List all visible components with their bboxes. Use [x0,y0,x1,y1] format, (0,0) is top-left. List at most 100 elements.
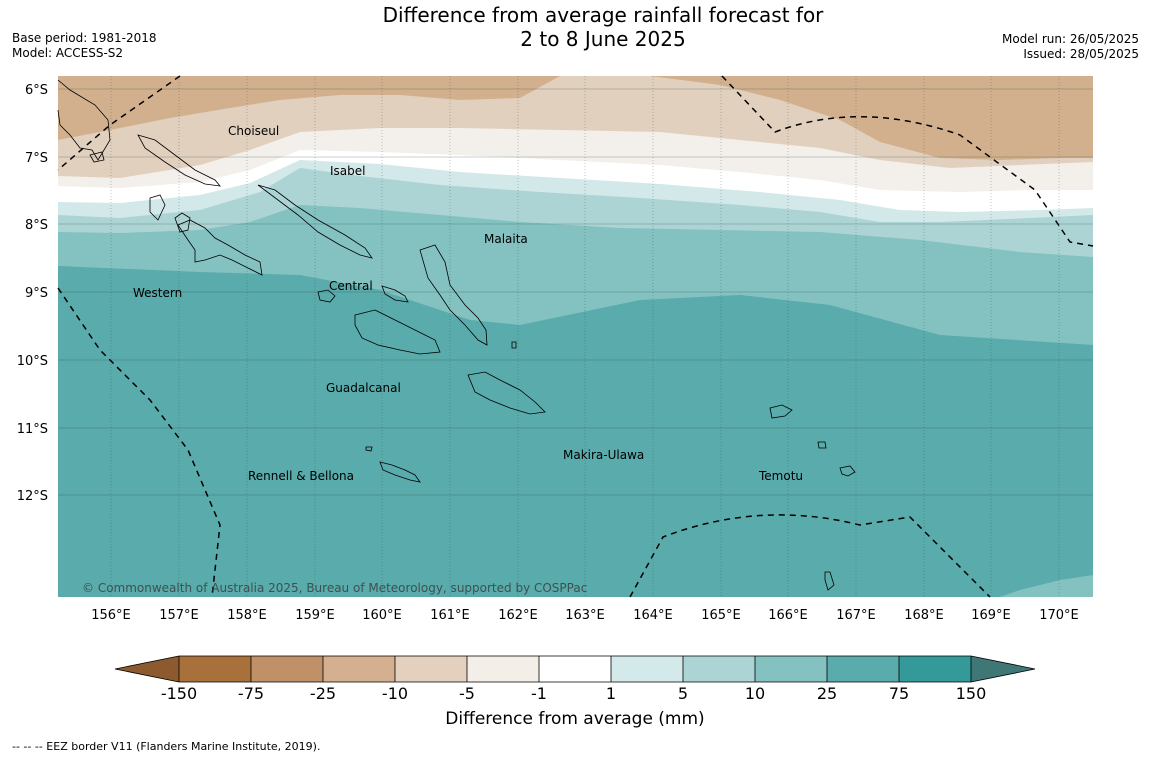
colorbar-label: 10 [745,684,765,700]
rainfall-map: Choiseul Isabel Malaita Western Central … [17,75,1094,700]
santa-cruz-coast [769,404,793,419]
colorbar-label: -1 [531,684,547,700]
malaita-coast [419,244,488,346]
lon-label-162e: 162°E [498,608,538,623]
isabel-coast [257,184,373,259]
lon-label-161e: 161°E [430,608,470,623]
band-dry-strong-east [58,76,1093,160]
title-line-1: Difference from average rainfall forecas… [382,3,824,27]
colorbar-segment-7 [611,656,683,682]
lat-label-12s: 12°S [17,489,48,504]
bougainville-coast [57,79,111,161]
colorbar-label: -25 [310,684,336,700]
colorbar-segment-9 [755,656,827,682]
colorbar-label: 25 [817,684,837,700]
eez-border-west [57,287,221,598]
region-labels: Choiseul Isabel Malaita Western Central … [133,124,803,483]
makira-coast [467,371,546,415]
small-island-ulawa [511,341,517,349]
colorbar: -150 -75 -25 -10 -5 -1 1 5 10 25 75 150 [114,655,1036,700]
colorbar-label: 75 [889,684,909,700]
title-line-2: 2 to 8 June 2025 [520,27,686,51]
lat-label-6s: 6°S [25,83,48,98]
utupua-coast [839,465,856,477]
lon-label-164e: 164°E [633,608,673,623]
colorbar-segment-3 [323,656,395,682]
run-info: Model run: 26/05/2025 Issued: 28/05/2025 [1002,32,1139,62]
colorbar-segment-1 [179,656,251,682]
colorbar-label: -150 [161,684,197,700]
colorbar-segment-4 [395,656,467,682]
map-field [58,76,1093,597]
small-island-east [824,571,835,591]
lon-label-156e: 156°E [91,608,131,623]
colorbar-segment-10 [827,656,899,682]
lat-label-9s: 9°S [25,286,48,301]
lon-label-167e: 167°E [836,608,876,623]
eez-border-north-east [721,75,1094,247]
lat-label-11s: 11°S [17,422,48,437]
lon-label-158e: 158°E [227,608,267,623]
colorbar-extend-low [115,656,179,682]
band-dry-strong-west [58,76,560,140]
colorbar-label: -10 [382,684,408,700]
issued-date: Issued: 28/05/2025 [1023,47,1139,61]
copyright-notice: © Commonwealth of Australia 2025, Bureau… [82,581,587,595]
lon-label-166e: 166°E [768,608,808,623]
small-island-north-1 [149,194,166,221]
colorbar-segment-11 [899,656,971,682]
colorbar-label: 150 [956,684,987,700]
region-label-isabel: Isabel [330,164,365,178]
coastlines [57,79,856,591]
central-islands-coast [317,289,336,303]
colorbar-title: Difference from average (mm) [445,709,705,729]
rennell-coast [379,461,421,483]
lon-label-170e: 170°E [1039,608,1079,623]
colorbar-label: 5 [678,684,688,700]
region-label-rennell-bellona: Rennell & Bellona [248,469,354,483]
kolombangara-coast [174,212,191,233]
lon-label-163e: 163°E [565,608,605,623]
region-label-choiseul: Choiseul [228,124,279,138]
region-label-temotu: Temotu [758,469,803,483]
region-label-guadalcanal: Guadalcanal [326,381,401,395]
region-label-malaita: Malaita [484,232,528,246]
longitude-labels: 156°E 157°E 158°E 159°E 160°E 161°E 162°… [91,608,1079,623]
russell-islands-coast [381,285,409,303]
model-info: Base period: 1981-2018 Model: ACCESS-S2 [12,31,157,61]
region-label-makira-ulawa: Makira-Ulawa [563,448,644,462]
lon-label-168e: 168°E [904,608,944,623]
guadalcanal-coast [354,309,441,355]
small-island-sw [365,446,373,452]
band-wet-high-se [1000,575,1093,597]
colorbar-label: -5 [459,684,475,700]
vanikoro-coast [817,441,827,449]
colorbar-segment-5 [467,656,539,682]
graticule [58,76,1093,597]
base-period: Base period: 1981-2018 [12,31,157,45]
colorbar-label: 1 [606,684,616,700]
latitude-labels: 6°S 7°S 8°S 9°S 10°S 11°S 12°S [17,83,48,504]
model-name: Model: ACCESS-S2 [12,46,124,60]
western-islands-coast [177,219,263,276]
model-run-date: Model run: 26/05/2025 [1001,32,1139,46]
lon-label-157e: 157°E [159,608,199,623]
map-title: Difference from average rainfall forecas… [300,3,906,51]
region-label-western: Western [133,286,182,300]
lat-label-7s: 7°S [25,151,48,166]
lon-label-165e: 165°E [701,608,741,623]
colorbar-segment-2 [251,656,323,682]
eez-border-south [629,514,991,598]
eez-footnote: -- -- -- EEZ border V11 (Flanders Marine… [12,740,321,753]
lat-label-8s: 8°S [25,218,48,233]
lat-label-10s: 10°S [17,354,48,369]
colorbar-segment-8 [683,656,755,682]
eez-borders [57,75,1094,598]
lon-label-160e: 160°E [362,608,402,623]
region-label-central: Central [329,279,373,293]
lon-label-159e: 159°E [295,608,335,623]
colorbar-label: -75 [238,684,264,700]
small-island-north-2 [89,151,105,163]
colorbar-segment-6 [539,656,611,682]
colorbar-extend-high [971,656,1035,682]
